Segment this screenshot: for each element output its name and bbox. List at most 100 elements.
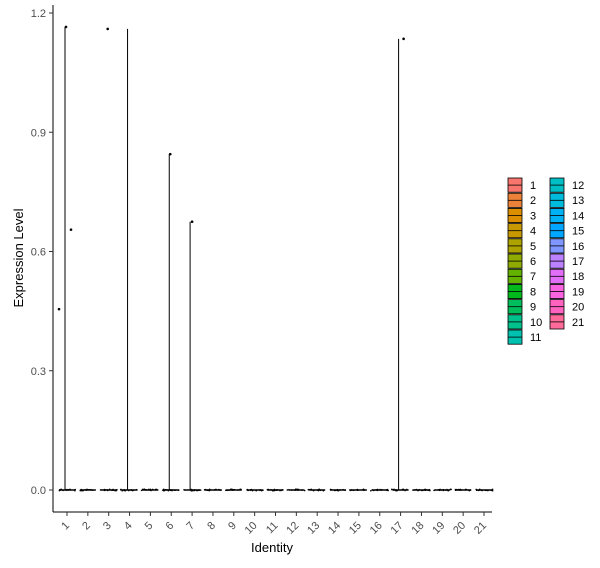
data-point [427,489,430,492]
data-point [468,489,471,492]
legend-item-6: 6 [507,253,536,269]
data-point [147,488,150,491]
data-point [80,488,83,491]
data-point [143,488,146,491]
data-point [122,489,124,492]
legend-label: 4 [530,226,536,238]
data-point [401,488,404,491]
legend-item-5: 5 [507,238,536,254]
data-point [286,489,289,491]
y-tick-label: 0.0 [31,485,46,497]
legend-label: 17 [572,256,584,268]
legend-item-2: 2 [507,192,536,208]
outlier-point [64,25,68,29]
legend-item-21: 21 [549,314,584,330]
data-point [177,489,180,492]
data-point [447,489,450,492]
data-point [219,489,221,491]
data-point [290,489,293,491]
data-point [312,489,315,492]
legend-label: 15 [572,226,584,238]
data-point [69,488,71,491]
data-point [420,489,423,492]
data-point [120,488,122,491]
data-point [91,489,94,492]
data-point [444,489,447,491]
data-point [194,489,196,491]
data-point [84,488,86,491]
data-point [239,488,241,491]
y-axis-title: Expression Level [11,208,26,307]
data-point [131,489,134,492]
data-point [79,489,82,492]
data-point [439,488,441,491]
data-point [104,488,107,491]
legend-item-9: 9 [507,299,536,315]
x-tick-label: 1 [59,520,72,533]
outlier-point [69,228,73,231]
legend-label: 7 [530,271,536,283]
legend-label: 5 [530,241,536,253]
data-point [288,488,290,491]
data-point [228,489,230,491]
data-point [322,489,325,492]
data-point [464,488,467,491]
data-point [344,489,346,492]
data-point [370,489,372,492]
data-point [459,489,461,491]
x-tick-label: 21 [472,520,489,537]
data-point [135,488,138,491]
data-point [281,488,284,491]
data-point [371,489,374,491]
data-point [183,489,185,491]
data-point [418,488,421,491]
data-point [112,489,114,492]
data-point [233,488,236,491]
data-point [336,489,339,492]
data-point [460,489,463,491]
x-tick-label: 20 [451,520,468,537]
legend-item-15: 15 [549,223,584,239]
legend-label: 14 [572,210,584,222]
data-point [301,489,303,491]
data-point [425,488,428,491]
legend-label: 18 [572,271,584,283]
data-point [215,488,217,491]
data-point [395,489,397,491]
data-point [115,489,118,492]
data-point [259,489,261,492]
data-point [198,489,200,492]
legend-item-16: 16 [549,238,584,254]
data-point [376,488,379,491]
legend-item-3: 3 [507,207,536,223]
data-point [342,488,344,491]
data-point [303,489,306,492]
data-point [190,489,193,492]
violin-7 [184,221,201,491]
data-point [86,488,88,491]
legend-item-4: 4 [507,223,536,239]
data-point [433,489,435,492]
data-point [318,488,320,491]
violin-4 [121,28,138,491]
data-point [294,489,296,492]
x-tick-label: 12 [284,520,301,537]
data-point [423,488,426,491]
data-point [442,488,445,491]
legend-label: 8 [530,286,536,298]
legend-item-18: 18 [549,268,584,284]
data-point [163,489,166,492]
x-tick-label: 14 [326,520,343,537]
data-point [149,489,151,491]
data-point [213,489,216,491]
data-point [262,489,264,491]
legend-label: 20 [572,302,584,314]
legend-label: 12 [572,180,584,192]
legend-item-14: 14 [549,207,584,223]
data-point [161,489,164,491]
data-point [450,488,452,491]
y-tick-label: 0.9 [31,127,46,139]
x-tick-label: 3 [101,520,114,533]
data-point [381,488,383,491]
data-point [440,489,443,491]
